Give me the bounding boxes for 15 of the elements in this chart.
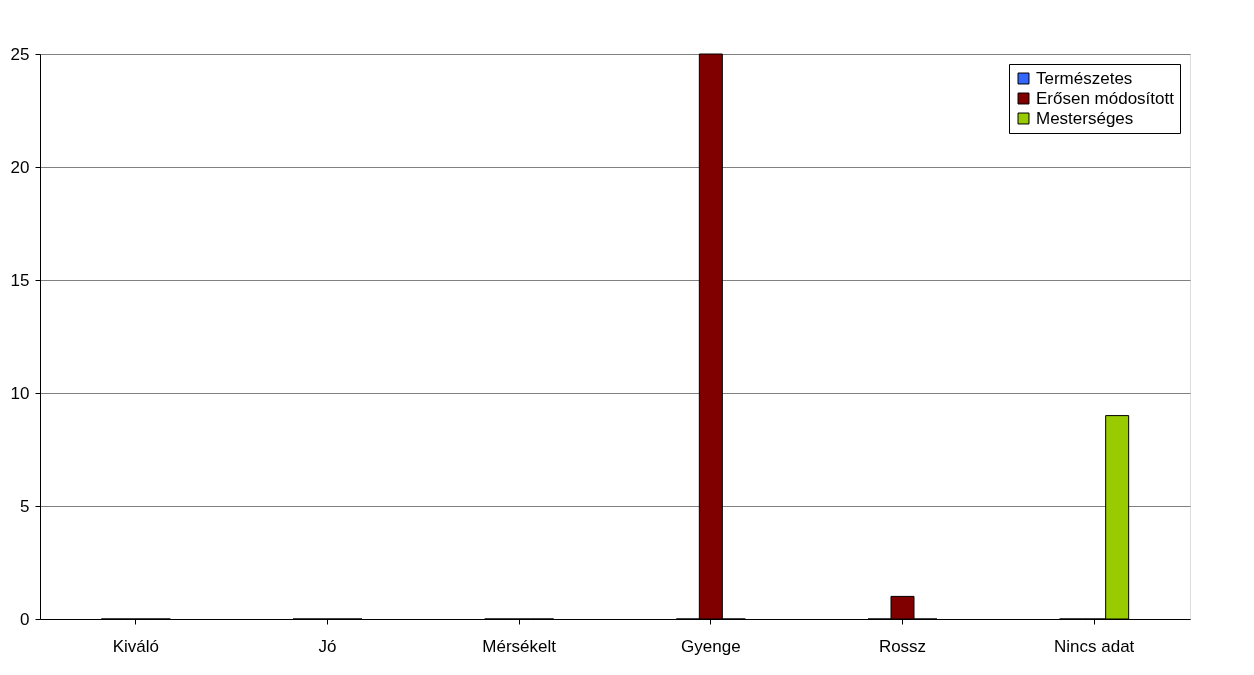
y-tick-label: 20: [10, 157, 30, 177]
legend-label: Erősen módosított: [1036, 88, 1175, 108]
y-tick-label: 5: [20, 496, 30, 516]
y-tick-label: 10: [10, 383, 30, 403]
y-tick-label: 0: [20, 609, 30, 629]
y-tick-label: 15: [10, 270, 30, 290]
legend-label: Mesterséges: [1036, 108, 1134, 128]
legend-label: Természetes: [1036, 68, 1133, 88]
y-tick-label: 25: [10, 44, 30, 64]
x-tick-label: Jó: [318, 636, 337, 656]
x-tick-label: Mérsékelt: [482, 636, 557, 656]
x-tick-label: Nincs adat: [1054, 636, 1135, 656]
x-tick-label: Gyenge: [681, 636, 741, 656]
x-tick-label: Rossz: [878, 636, 927, 656]
x-tick-label: Kiváló: [112, 636, 159, 656]
